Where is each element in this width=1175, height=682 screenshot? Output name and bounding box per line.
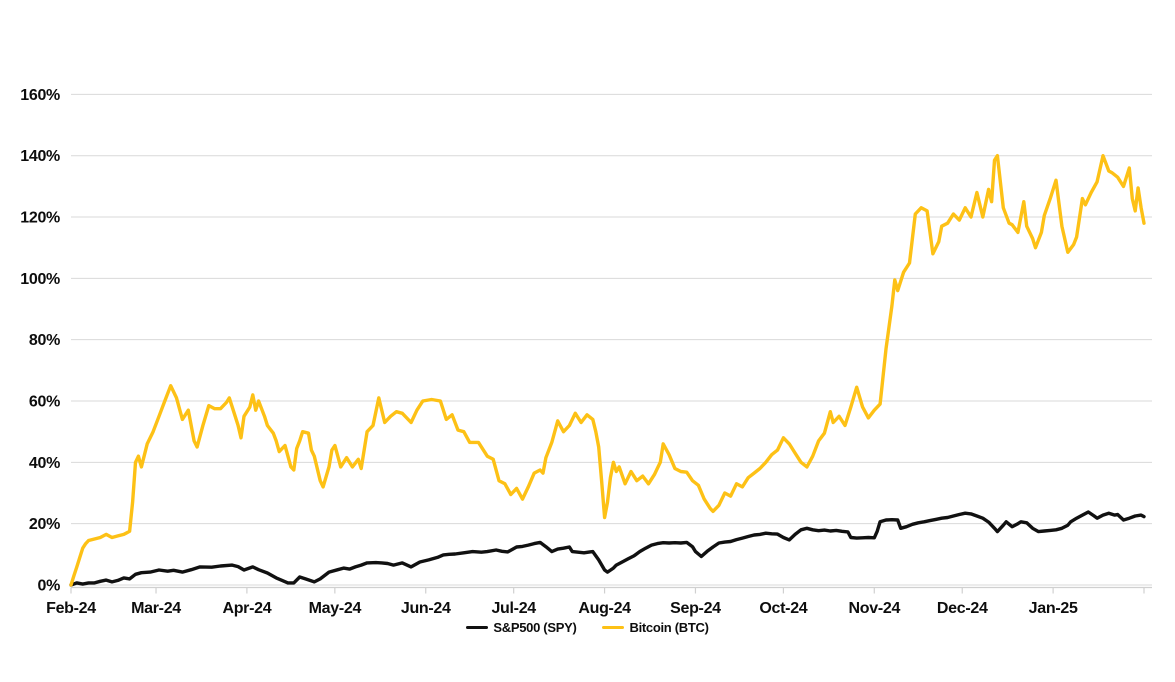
spy-legend-label: S&P500 (SPY) — [493, 620, 577, 635]
x-tick-label: Apr-24 — [222, 600, 271, 617]
x-tick-label: Jul-24 — [491, 600, 536, 617]
btc-legend-label: Bitcoin (BTC) — [629, 620, 709, 635]
x-tick-label: Aug-24 — [578, 600, 631, 617]
x-tick-label: May-24 — [309, 600, 362, 617]
x-tick-label: Oct-24 — [759, 600, 807, 617]
y-tick-label: 20% — [29, 516, 60, 533]
x-tick-label: Mar-24 — [131, 600, 181, 617]
y-tick-label: 140% — [20, 148, 60, 165]
legend-item-spy: S&P500 (SPY) — [466, 620, 577, 635]
btc-line-marker-icon — [602, 625, 625, 630]
y-tick-label: 160% — [20, 87, 60, 104]
x-tick-label: Feb-24 — [46, 600, 96, 617]
legend-item-btc: Bitcoin (BTC) — [602, 620, 709, 635]
y-tick-label: 80% — [29, 332, 60, 349]
gridlines — [71, 93, 1152, 586]
x-axis-tick-labels: Feb-24 Mar-24 Apr-24 May-24 Jun-24 Jul-24 Aug-… — [46, 600, 1078, 617]
y-axis-tick-labels: 0% 20% 40% 60% 80% 100% 120% 140% 160% — [20, 87, 60, 595]
x-tick-label: Sep-24 — [670, 600, 721, 617]
btc-series-line — [69, 153, 1146, 587]
y-tick-label: 40% — [29, 455, 60, 472]
spy-line-marker-icon — [466, 625, 489, 630]
x-axis — [70, 586, 1152, 594]
y-tick-label: 120% — [20, 210, 60, 227]
x-tick-label: Jun-24 — [401, 600, 451, 617]
chart-legend: S&P500 (SPY) Bitcoin (BTC) — [0, 620, 1175, 635]
x-tick-label: Dec-24 — [937, 600, 988, 617]
series-lines — [69, 153, 1146, 587]
y-tick-label: 0% — [37, 578, 60, 595]
x-tick-label: Nov-24 — [849, 600, 901, 617]
x-tick-label: Jan-25 — [1029, 600, 1078, 617]
spy-series-line — [69, 510, 1146, 587]
y-tick-label: 100% — [20, 271, 60, 288]
y-tick-label: 60% — [29, 394, 60, 411]
